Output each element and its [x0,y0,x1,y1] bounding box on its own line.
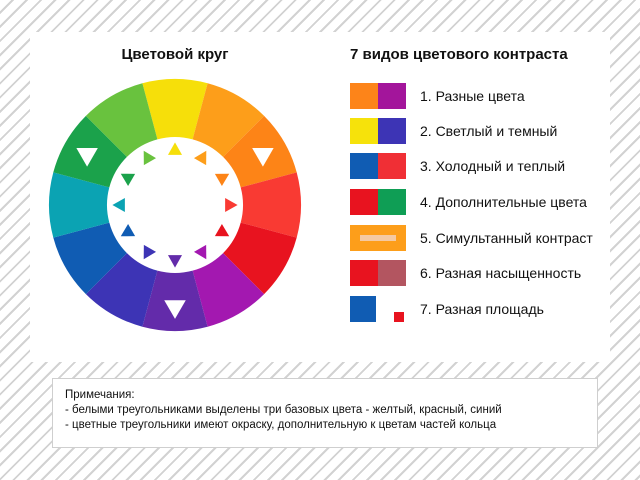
legend-label-4: 4. Дополнительные цвета [420,194,587,210]
inner-triangle-6 [143,150,157,166]
legend-item-1: 1. Разные цвета [350,83,610,109]
wheel-segment-4 [240,172,302,238]
color-wheel [48,79,302,332]
wheel-segment-9 [53,222,127,295]
area-small-square [394,312,404,322]
inner-triangle-11 [214,223,230,237]
legend-label-3: 3. Холодный и теплый [420,158,566,174]
inner-triangle-2 [143,244,157,260]
swatch-6 [350,260,406,286]
base-color-marker-1 [164,300,186,319]
wheel-segment-6 [192,253,265,327]
inner-triangle-8 [193,150,207,166]
swatch-1 [350,83,406,109]
legend-title: 7 видов цветового контраста [350,46,568,63]
wheel-segment-12 [85,83,158,157]
wheel-title: Цветовой круг [121,46,229,63]
inner-triangle-1 [167,255,183,268]
legend-item-5: 5. Симультанный контраст [350,225,610,251]
wheel-segment-1 [142,79,208,140]
notes-box: Примечания: - белыми треугольниками выде… [52,378,598,448]
legend-item-4: 4. Дополнительные цвета [350,189,610,215]
inner-triangle-10 [225,197,238,213]
wheel-segment-5 [223,222,297,295]
swatch-7 [350,296,406,322]
legend-label-1: 1. Разные цвета [420,88,525,104]
legend-item-3: 3. Холодный и теплый [350,153,610,179]
legend-label-6: 6. Разная насыщенность [420,265,582,281]
swatch-3 [350,153,406,179]
notes-line-1: - белыми треугольниками выделены три баз… [65,404,502,416]
inner-triangle-5 [120,173,136,187]
legend-label-5: 5. Симультанный контраст [420,230,593,246]
swatch-5 [350,225,406,251]
legend-item-6: 6. Разная насыщенность [350,260,610,286]
legend-item-7: 7. Разная площадь [350,296,610,322]
inner-triangle-12 [193,244,207,260]
area-large-square [350,296,376,322]
swatch-4 [350,189,406,215]
inner-triangle-3 [120,223,136,237]
base-color-marker-3 [252,148,274,167]
base-color-marker-2 [76,148,98,167]
swatch-2 [350,118,406,144]
legend-label-2: 2. Светлый и темный [420,123,558,139]
legend-item-2: 2. Светлый и темный [350,118,610,144]
legend-label-7: 7. Разная площадь [420,301,544,317]
inner-triangle-9 [214,173,230,187]
wheel-segment-10 [48,172,110,238]
inner-triangle-7 [167,142,183,155]
inner-triangle-4 [112,197,125,213]
simultaneous-inner-bar [360,235,396,241]
wheel-segment-8 [85,253,158,327]
notes-heading: Примечания: [65,389,135,401]
wheel-segment-2 [192,83,265,157]
notes-line-2: - цветные треугольники имеют окраску, до… [65,419,497,431]
